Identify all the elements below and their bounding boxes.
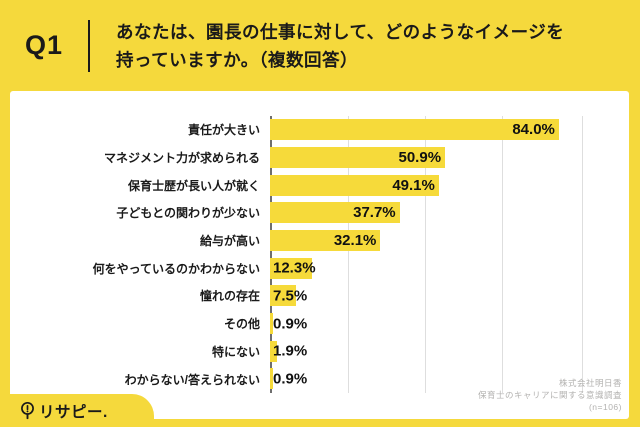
bar-track: 0.9%	[270, 310, 627, 338]
category-label: 子どもとの関わりが少ない	[116, 206, 260, 221]
chart-row: 何をやっているのかわからない 12.3%	[10, 254, 627, 282]
value-label: 50.9%	[398, 148, 442, 166]
category-label: 何をやっているのかわからない	[92, 261, 260, 276]
chart-row: 憧れの存在 7.5%	[10, 282, 627, 310]
bar	[270, 313, 274, 335]
bar-track: 50.9%	[270, 144, 627, 172]
bar-track: 37.7%	[270, 199, 627, 227]
gridline	[581, 116, 583, 393]
brand-logo: リサピー.	[0, 394, 154, 427]
bar: 49.1%	[270, 174, 439, 196]
bar	[270, 285, 296, 307]
bar: 32.1%	[270, 230, 381, 252]
value-label: 49.1%	[392, 176, 435, 194]
credit-sample-size: (n=106)	[588, 402, 622, 412]
bar: 50.9%	[270, 146, 446, 168]
bar-track: 12.3%	[270, 254, 627, 282]
question-header: Q1 あなたは、園長の仕事に対して、どのようなイメージを 持っていますか。（複数…	[0, 0, 640, 91]
question-text: あなたは、園長の仕事に対して、どのようなイメージを 持っていますか。（複数回答）	[116, 18, 564, 74]
survey-credits: 株式会社明日香 保育士のキャリアに関する意識調査 (n=106)	[478, 377, 622, 413]
logo-text: リサピー.	[39, 403, 108, 421]
magnifier-icon	[21, 401, 34, 420]
chart-row: マネジメント力が求められる 50.9%	[10, 144, 627, 172]
category-label: その他	[223, 317, 260, 332]
bar-track: 1.9%	[270, 338, 627, 366]
category-label: 憧れの存在	[199, 289, 260, 304]
question-text-line2: 持っていますか。（複数回答）	[116, 49, 359, 70]
bar-track: 7.5%	[270, 282, 627, 310]
value-label: 32.1%	[333, 232, 377, 250]
category-label: 責任が大きい	[187, 123, 260, 138]
value-label: 0.9%	[273, 315, 308, 333]
question-text-line1: あなたは、園長の仕事に対して、どのようなイメージを	[116, 21, 565, 42]
bar-track: 0.9%	[270, 365, 627, 393]
bar	[270, 257, 313, 279]
bar: 84.0%	[270, 119, 559, 141]
category-label: マネジメント力が求められる	[103, 151, 260, 166]
bar	[270, 340, 277, 362]
bar-track: 49.1%	[270, 171, 627, 199]
category-label: わからない/答えられない	[124, 372, 260, 387]
chart-card: 責任が大きい 84.0% マネジメント力が求められる 50.9% 保育士歴が長い人が就く…	[10, 91, 629, 419]
value-label: 12.3%	[273, 259, 316, 277]
chart-row: その他 0.9%	[10, 310, 627, 338]
value-label: 1.9%	[273, 342, 308, 360]
credit-company: 株式会社明日香	[558, 378, 622, 388]
chart-row: 責任が大きい 84.0%	[10, 116, 627, 144]
bar-track: 84.0%	[270, 116, 627, 144]
value-label: 0.9%	[273, 370, 308, 388]
bar: 37.7%	[270, 202, 400, 224]
gridline	[502, 116, 504, 393]
bar-track: 32.1%	[270, 227, 627, 255]
chart-row: 保育士歴が長い人が就く 49.1%	[10, 171, 627, 199]
value-label: 7.5%	[273, 287, 308, 305]
category-label: 特にない	[211, 344, 260, 359]
category-label: 保育士歴が長い人が就く	[127, 178, 260, 193]
gridline	[424, 116, 426, 393]
bar-chart: 責任が大きい 84.0% マネジメント力が求められる 50.9% 保育士歴が長い人が就く…	[10, 116, 627, 393]
credit-survey-title: 保育士のキャリアに関する意識調査	[477, 390, 622, 400]
question-number: Q1	[24, 30, 64, 60]
plot-gridlines	[270, 116, 627, 393]
header-divider	[88, 19, 90, 72]
value-label: 84.0%	[512, 121, 555, 139]
chart-row: 特にない 1.9%	[10, 338, 627, 366]
chart-row: わからない/答えられない 0.9%	[10, 365, 627, 393]
category-label: 給与が高い	[199, 234, 260, 249]
value-label: 37.7%	[353, 204, 396, 222]
bar	[270, 368, 274, 390]
chart-row: 子どもとの関わりが少ない 37.7%	[10, 199, 627, 227]
chart-row: 給与が高い 32.1%	[10, 227, 627, 255]
gridline	[348, 116, 350, 393]
